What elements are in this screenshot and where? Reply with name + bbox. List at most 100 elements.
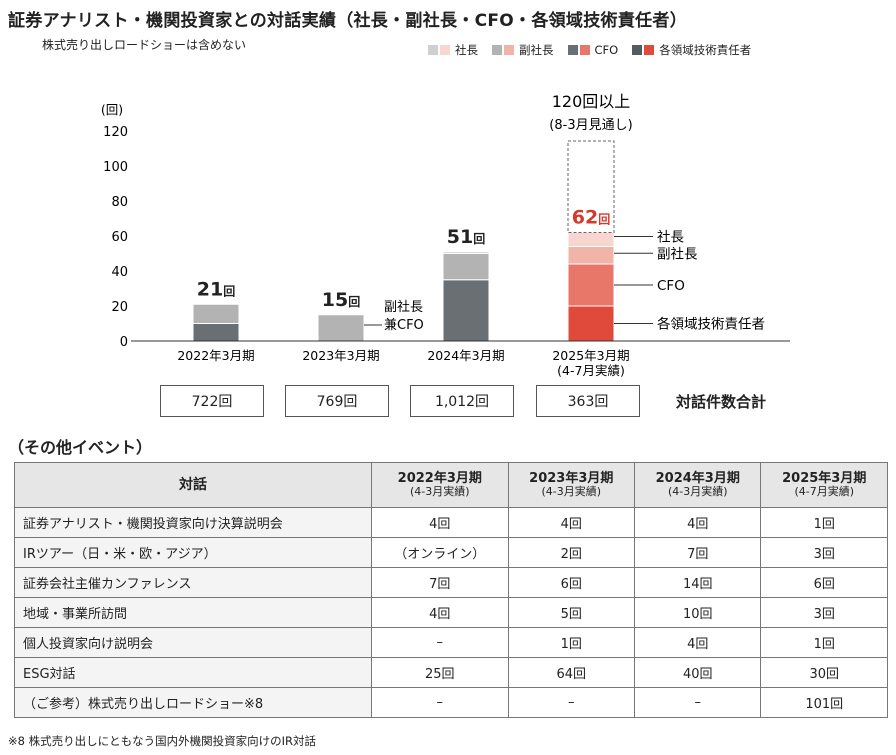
segment-callout-label: 副社長 (657, 246, 698, 262)
row-value: 40回 (634, 657, 762, 688)
legend-item-president: 社長 (428, 42, 478, 58)
y-tick-label: 100 (103, 160, 128, 175)
header-year-label: 2022年3月期 (397, 471, 482, 487)
table-row: 証券会社主催カンファレンス 7回 6回 14回 6回 (14, 567, 888, 598)
segment-callout-label: CFO (657, 278, 685, 294)
bar-total-label: 21回 (197, 278, 235, 300)
row-value: 64回 (507, 657, 636, 688)
row-value: 5回 (507, 597, 636, 628)
totals-box: 769回 (285, 385, 389, 417)
row-value: 3回 (760, 597, 888, 628)
x-tick-sublabel: (4-7月実績) (557, 363, 625, 378)
row-value: 4回 (371, 507, 509, 538)
row-value: 14回 (634, 567, 762, 598)
row-value: 7回 (634, 537, 762, 568)
x-tick-label: 2025年3月期 (552, 348, 629, 363)
row-value: 25回 (371, 657, 509, 688)
row-value: 6回 (760, 567, 888, 598)
row-value: （オンライン） (371, 537, 509, 568)
header-year-sublabel: (4-3月実績) (541, 485, 602, 499)
row-value: 4回 (371, 597, 509, 628)
row-label: 証券アナリスト・機関投資家向け決算説明会 (14, 507, 372, 538)
row-value: 6回 (507, 567, 636, 598)
header-year-sublabel: (4-3月実績) (409, 485, 470, 499)
row-label: ESG対話 (14, 657, 372, 688)
totals-box: 1,012回 (410, 385, 514, 417)
header-year-label: 2023年3月期 (529, 471, 614, 487)
row-value: 4回 (634, 627, 762, 658)
row-label: 地域・事業所訪問 (14, 597, 372, 628)
other-events-table: 対話 2022年3月期 (4-3月実績) 2023年3月期 (4-3月実績) 2024年… (14, 462, 888, 718)
header-year: 2023年3月期 (4-3月実績) (507, 462, 636, 508)
bar-segment (567, 263, 615, 307)
row-label: IRツアー（日・米・欧・アジア） (14, 537, 372, 568)
segment-callout-label: 各領域技術責任者 (657, 316, 765, 333)
bar-annotation-line1: 副社長 (384, 299, 423, 315)
y-axis-unit: (回) (101, 102, 123, 117)
row-value: 30回 (760, 657, 888, 688)
row-value: 1回 (507, 627, 636, 658)
row-value: – (507, 687, 636, 718)
table-row: 証券アナリスト・機関投資家向け決算説明会 4回 4回 4回 1回 (14, 507, 888, 538)
bar-annotation-line2: 兼CFO (384, 318, 424, 333)
projection-outline (567, 140, 615, 233)
header-year: 2024年3月期 (4-3月実績) (634, 462, 762, 508)
table-row: 地域・事業所訪問 4回 5回 10回 3回 (14, 597, 888, 628)
bar-segment (442, 253, 490, 281)
x-tick-label: 2024年3月期 (427, 348, 504, 363)
totals-label: 対話件数合計 (676, 393, 767, 411)
legend-item-vice_president: 副社長 (492, 42, 554, 58)
chart-subtitle: 株式売り出しロードショーは含めない (42, 38, 247, 52)
row-value: 10回 (634, 597, 762, 628)
row-value: – (371, 687, 509, 718)
bar-total-label: 15回 (322, 289, 360, 311)
row-value: 1回 (760, 627, 888, 658)
bar-segment (567, 232, 615, 247)
legend-swatch (504, 45, 514, 55)
row-value: 4回 (507, 507, 636, 538)
legend: 社長 副社長 CFO 各領域技術責任者 (428, 42, 765, 58)
totals-box: 363回 (536, 385, 640, 417)
header-year: 2022年3月期 (4-3月実績) (371, 462, 509, 508)
row-value: – (634, 687, 762, 718)
row-value: 101回 (760, 687, 888, 718)
row-label: 証券会社主催カンファレンス (14, 567, 372, 598)
header-year-label: 2024年3月期 (655, 471, 740, 487)
bar-segment (567, 305, 615, 342)
header-year-sublabel: (4-3月実績) (667, 485, 728, 499)
projection-label: 120回以上 (552, 92, 631, 111)
row-label: （ご参考）株式売り出しロードショー※8 (14, 687, 372, 718)
legend-swatch (428, 45, 438, 55)
bar-segment (192, 303, 240, 324)
legend-swatch (567, 45, 578, 55)
header-year-label: 2025年3月期 (782, 471, 867, 487)
legend-item-tech: 各領域技術責任者 (632, 42, 751, 58)
bar-total-label: 62回 (572, 207, 610, 229)
y-tick-label: 40 (111, 265, 128, 280)
y-tick-label: 20 (111, 300, 128, 315)
row-value: – (371, 627, 509, 658)
row-label: 個人投資家向け説明会 (14, 627, 372, 658)
legend-label: 副社長 (519, 43, 554, 57)
table-header-row: 対話 2022年3月期 (4-3月実績) 2023年3月期 (4-3月実績) 2024年… (14, 462, 888, 508)
header-dialogue: 対話 (14, 462, 372, 508)
bar-total-label: 51回 (447, 226, 485, 248)
bar-segment (567, 246, 615, 265)
header-year: 2025年3月期 (4-7月実績) (760, 462, 888, 508)
table-row: IRツアー（日・米・欧・アジア） （オンライン） 2回 7回 3回 (14, 537, 888, 568)
legend-item-cfo: CFO (567, 43, 618, 57)
stacked-bar-chart: (回) 0 20 40 60 80 100 120 21回 15回 51回 62回 2022年3月期 20… (101, 92, 790, 378)
footnote: ※8 株式売り出しにともなう国内外機関投資家向けのIR対話 (8, 734, 316, 748)
bar-segment (442, 279, 490, 342)
table-row: 個人投資家向け説明会 –1回 4回 1回 (14, 627, 888, 658)
chart-title: 証券アナリスト・機関投資家との対話実績（社長・副社長・CFO・各領域技術責任者） (8, 11, 688, 31)
legend-swatch (579, 45, 590, 55)
row-value: 3回 (760, 537, 888, 568)
x-tick-label: 2023年3月期 (302, 348, 379, 363)
bar-segment (317, 314, 365, 342)
other-events-heading: （その他イベント） (8, 438, 153, 457)
legend-swatch (492, 45, 502, 55)
row-value: 1回 (760, 507, 888, 538)
header-year-sublabel: (4-7月実績) (794, 485, 855, 499)
row-value: 2回 (507, 537, 636, 568)
